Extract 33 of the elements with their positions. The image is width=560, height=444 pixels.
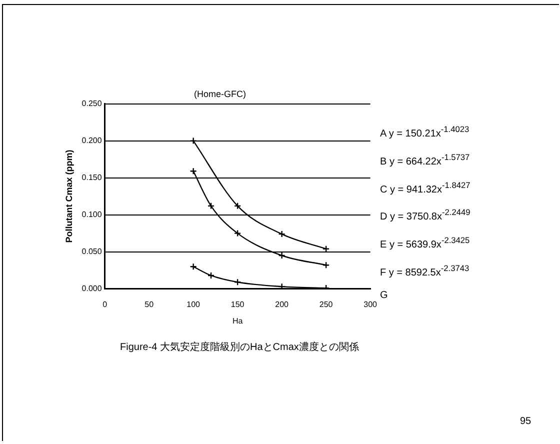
text: 95 [520,416,532,427]
point [278,230,286,238]
text: G [380,288,389,303]
point [207,272,215,280]
point [278,282,286,289]
y-tick-label: 0.050 [82,247,102,256]
x-tick-label: 100 [186,300,201,309]
y-axis-title: Pollutant Cmax (ppm) [64,150,74,243]
x-tick-label: 50 [144,300,154,309]
point [207,202,215,210]
text: A y = 150.21x$^{-1.4023}$ [380,123,470,142]
x-tick-label: 150 [230,300,245,309]
point [278,252,286,260]
text: E y = 5639.9x$^{-2.3425}$ [380,234,470,253]
text: B y = 664.22x$^{-1.5737}$ [380,150,470,170]
x-tick-label: 200 [275,300,290,309]
x-tick-label: 0 [102,300,108,309]
y-tick-label: 0.000 [82,284,102,294]
y-tick-label: 0.200 [82,136,102,146]
text: Figure-4 大気安定度階級別のHaとCmax濃度との関係 [120,340,359,354]
y-tick-label: 0.250 [82,99,102,108]
text: F y = 8592.5x$^{-2.3743}$ [380,262,470,280]
point [234,278,242,286]
point [234,230,242,237]
point [234,202,242,210]
chart-title: (Home-GFC) [194,88,246,99]
x-tick-label: 250 [319,300,334,309]
y-tick-label: 0.150 [82,173,102,182]
x-axis-title: Ha [232,316,244,326]
y-tick-label: 0.100 [82,210,102,220]
x-tick-label: 300 [364,300,378,309]
text: C y = 941.32x$^{-1.8427}$ [380,178,470,197]
text: D y = 3750.8x$^{-2.2449}$ [380,206,470,225]
